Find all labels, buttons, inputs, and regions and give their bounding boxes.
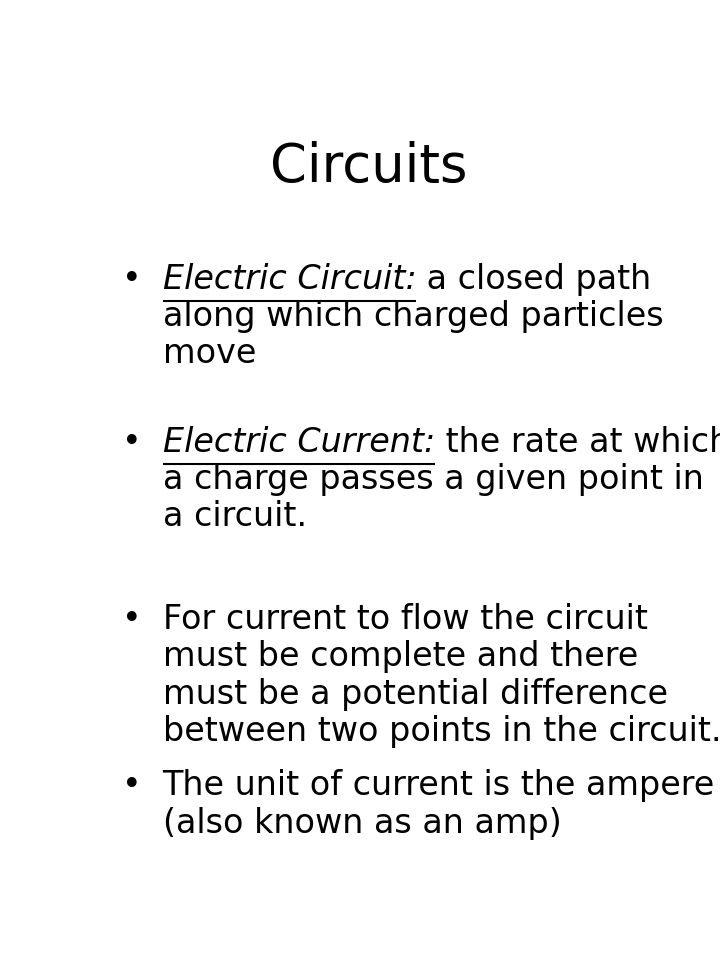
Text: •: • xyxy=(122,603,142,636)
Text: a charge passes a given point in: a charge passes a given point in xyxy=(163,463,703,496)
Text: •: • xyxy=(122,263,142,296)
Text: (also known as an amp): (also known as an amp) xyxy=(163,806,562,840)
Text: •: • xyxy=(122,425,142,459)
Text: along which charged particles: along which charged particles xyxy=(163,300,663,333)
Text: a closed path: a closed path xyxy=(416,263,652,296)
Text: •: • xyxy=(122,769,142,803)
Text: between two points in the circuit.: between two points in the circuit. xyxy=(163,715,720,748)
Text: Circuits: Circuits xyxy=(270,141,468,193)
Text: must be a potential difference: must be a potential difference xyxy=(163,678,667,710)
Text: Electric Current:: Electric Current: xyxy=(163,425,435,459)
Text: a circuit.: a circuit. xyxy=(163,500,307,533)
Text: For current to flow the circuit: For current to flow the circuit xyxy=(163,603,647,636)
Text: must be complete and there: must be complete and there xyxy=(163,640,638,673)
Text: The unit of current is the ampere: The unit of current is the ampere xyxy=(163,769,715,803)
Text: the rate at which: the rate at which xyxy=(435,425,720,459)
Text: Electric Circuit:: Electric Circuit: xyxy=(163,263,416,296)
Text: move: move xyxy=(163,338,256,371)
